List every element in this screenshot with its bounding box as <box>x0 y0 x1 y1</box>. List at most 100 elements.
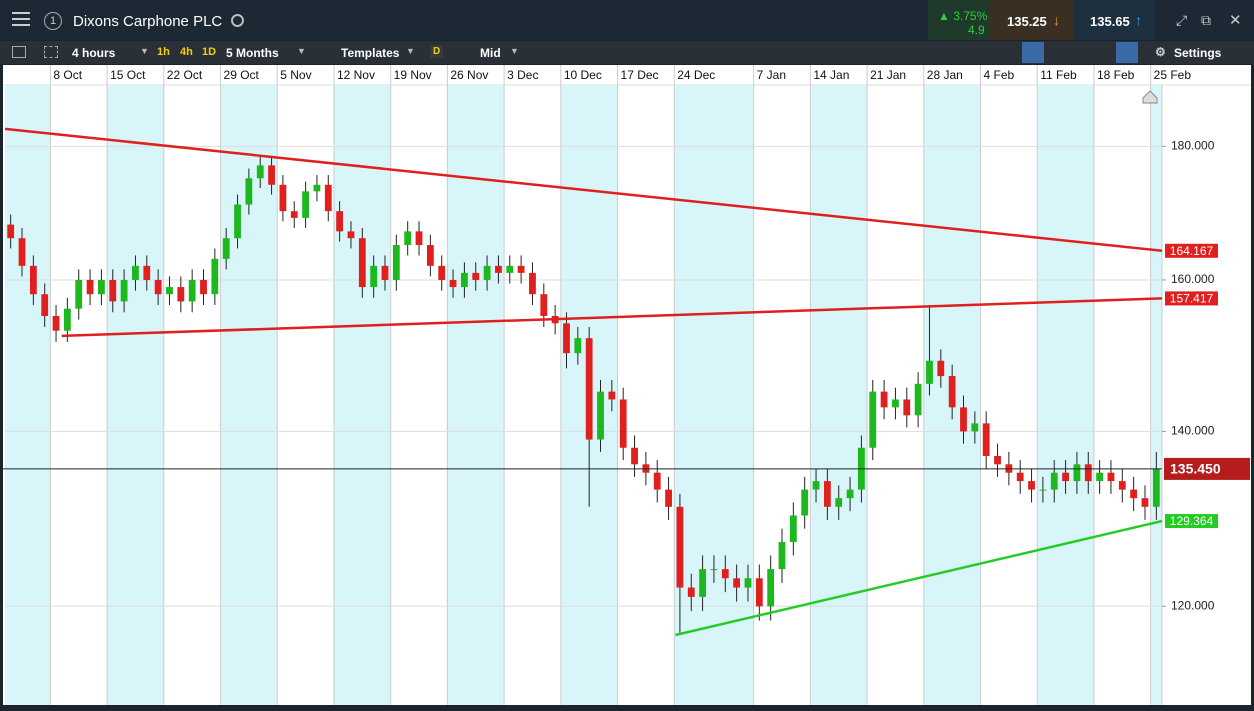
grid-button[interactable] <box>44 46 58 58</box>
x-tick-label: 15 Oct <box>110 68 146 82</box>
x-tick-label: 17 Dec <box>621 68 659 82</box>
candle-body <box>222 238 230 259</box>
trendline-label: 157.417 <box>1170 292 1214 306</box>
chart: 8 Oct 15 Oct 22 Oct 29 Oct 5 Nov 12 Nov 19 Nov… <box>3 65 1251 705</box>
candle-body <box>585 338 593 440</box>
candle-body <box>517 265 525 273</box>
candle-body <box>336 211 344 232</box>
dropdown-arrow: ▼ <box>406 46 415 56</box>
candle-body <box>381 265 389 280</box>
candle-body <box>211 258 219 295</box>
trendline <box>4 127 1163 253</box>
price-type-select[interactable]: Mid <box>480 46 501 60</box>
candle-body <box>166 287 173 295</box>
candle-body <box>1118 481 1126 490</box>
interval-1h[interactable]: 1h <box>157 46 170 58</box>
alert-count[interactable]: 1 <box>44 12 62 30</box>
up-icon: ▲ <box>938 9 954 23</box>
candle-body <box>1096 472 1104 482</box>
interval-4h[interactable]: 4h <box>180 46 193 58</box>
candle-body <box>733 578 741 588</box>
settings-button[interactable]: Settings <box>1174 46 1222 60</box>
candle-body <box>279 184 287 212</box>
x-tick-label: 24 Dec <box>677 68 715 82</box>
x-tick-label: 19 Nov <box>394 68 432 82</box>
x-tick-label: 11 Feb <box>1040 68 1077 82</box>
close-button[interactable]: ✕ <box>1229 12 1242 29</box>
x-tick-label: 10 Dec <box>564 68 602 82</box>
candle-body <box>86 279 94 295</box>
change-value: 4.9 <box>968 23 985 37</box>
candle-body <box>778 541 786 570</box>
candle-body <box>755 578 763 607</box>
scroll-marker <box>1142 90 1158 104</box>
y-tick-label: 180.000 <box>1171 139 1215 153</box>
instrument-title: Dixons Carphone PLC <box>73 13 223 30</box>
candle-body <box>687 587 695 597</box>
dropdown-arrow: ▼ <box>510 46 519 56</box>
candle-body <box>665 489 672 507</box>
menu-button[interactable] <box>12 12 30 26</box>
candle-body <box>1016 472 1024 482</box>
candle-body <box>563 323 570 354</box>
candle-body <box>926 360 933 384</box>
settings-icon: ⚙ <box>1155 45 1166 59</box>
candle-body <box>370 265 378 288</box>
interval-select[interactable]: 4 hours <box>72 46 116 60</box>
week-band <box>1037 85 1094 705</box>
trendline-label-box <box>1165 514 1218 529</box>
buy-button[interactable]: 135.65 ↑ <box>1073 0 1155 40</box>
trendline-label: 129.364 <box>1170 514 1214 528</box>
candle-body <box>619 399 627 448</box>
candle-body <box>801 489 809 516</box>
candle-body <box>426 245 434 266</box>
candle-body <box>313 184 321 192</box>
x-tick-label: 14 Jan <box>813 68 849 82</box>
change-percent: 3.75% <box>953 9 988 23</box>
candle-body <box>823 481 831 507</box>
candle-body <box>1152 468 1160 507</box>
y-tick-label: 140.000 <box>1171 424 1215 438</box>
sell-button[interactable]: 135.25 ↓ <box>990 0 1073 40</box>
candle-body <box>75 279 83 309</box>
candle-body <box>812 481 820 490</box>
change-box: ▲ 3.75% 4.9 <box>928 0 990 40</box>
layout-button[interactable] <box>12 46 26 58</box>
candle-body <box>120 279 128 302</box>
search-button[interactable] <box>231 14 244 27</box>
candle-body <box>1039 489 1047 491</box>
candle-body <box>41 294 49 316</box>
range-select[interactable]: 5 Months <box>226 46 279 60</box>
x-tick-label: 3 Dec <box>507 68 538 82</box>
candle-body <box>358 238 366 288</box>
templates-select[interactable]: Templates <box>341 46 400 60</box>
candle-body <box>143 265 151 280</box>
trendline-label-box <box>1165 291 1218 306</box>
active-tool[interactable] <box>1116 42 1138 63</box>
toolbar: 4 hours ▼ 1h 4h 1D 5 Months ▼ Templates … <box>0 41 1254 64</box>
candle-body <box>177 287 185 302</box>
candle-body <box>188 279 196 302</box>
candle-body <box>529 272 536 295</box>
candle-body <box>415 231 423 246</box>
candle-body <box>597 391 604 440</box>
candle-body <box>1073 464 1081 482</box>
trendline-label: 164.167 <box>1170 244 1214 258</box>
candle-body <box>1130 489 1138 499</box>
candle-body <box>109 279 117 302</box>
candle-body <box>1062 472 1069 482</box>
expand-button[interactable]: ⤢ <box>1176 12 1188 28</box>
x-tick-label: 29 Oct <box>224 68 260 82</box>
candle-body <box>324 184 332 212</box>
dropdown-arrow: ▼ <box>140 46 149 56</box>
active-tool[interactable] <box>1022 42 1044 63</box>
week-band <box>107 85 164 705</box>
candle-body <box>245 178 253 205</box>
popout-button[interactable]: ⧉ <box>1201 12 1211 28</box>
interval-1d[interactable]: 1D <box>202 46 217 58</box>
x-tick-label: 18 Feb <box>1097 68 1135 82</box>
candle-body <box>744 578 752 588</box>
x-tick-label: 4 Feb <box>984 68 1015 82</box>
candle-body <box>506 265 514 273</box>
daily-button[interactable]: D <box>430 45 444 58</box>
